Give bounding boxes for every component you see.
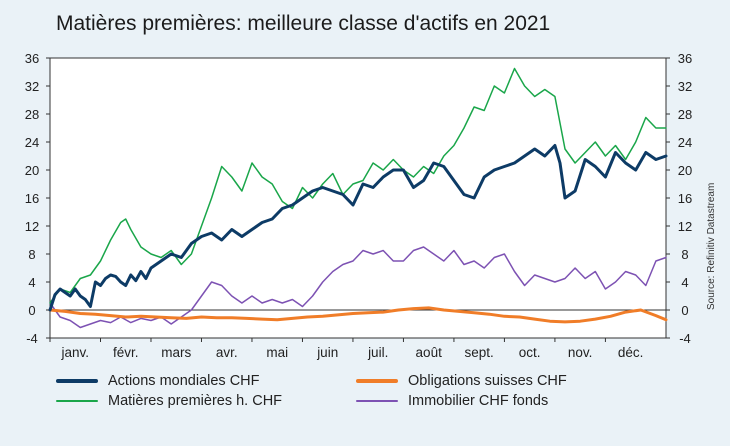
x-tick-label-8: sept. [465,345,494,360]
legend-swatch-obligations [356,379,398,383]
series-layer [48,67,668,329]
chart-title: Matières premières: meilleure classe d'a… [56,12,551,35]
legend-label-actions: Actions mondiales CHF [108,373,260,389]
x-tick-label-11: déc. [618,345,644,360]
y-tick-label-left-6: 20 [25,163,39,178]
y-tick-label-right-0: -4 [679,331,691,346]
legend-item-matieres: Matières premières h. CHF [56,393,282,409]
legend-label-obligations: Obligations suisses CHF [408,373,567,389]
y-tick-label-left-3: 8 [28,247,35,262]
series-line-3 [49,246,667,329]
x-tick-label-0: janv. [60,345,89,360]
x-tick-label-3: avr. [216,345,238,360]
legend-label-matieres: Matières premières h. CHF [108,393,283,409]
legend-item-obligations: Obligations suisses CHF [356,373,567,389]
y-tick-label-left-8: 28 [25,107,39,122]
x-tick-label-4: mai [266,345,288,360]
y-tick-label-left-4: 12 [25,219,39,234]
y-tick-label-right-10: 36 [678,51,692,66]
y-tick-label-left-0: -4 [26,331,38,346]
y-tick-label-left-10: 36 [25,51,39,66]
y-tick-label-right-3: 8 [681,247,688,262]
source-note: Source: Refinitiv Datastream [706,182,717,310]
y-tick-label-left-9: 32 [25,79,39,94]
plot-area [49,57,667,339]
y-tick-label-right-5: 16 [678,191,692,206]
y-tick-label-right-6: 20 [678,163,692,178]
y-tick-label-right-8: 28 [678,107,692,122]
y-tick-label-right-2: 4 [681,275,688,290]
legend-item-actions: Actions mondiales CHF [56,373,260,389]
x-tick-label-6: juil. [367,345,388,360]
y-tick-label-left-2: 4 [28,275,35,290]
x-tick-label-9: oct. [519,345,541,360]
x-tick-label-5: juin [316,345,338,360]
series-line-1 [49,67,667,304]
x-tick-label-7: août [416,345,443,360]
y-tick-label-right-1: 0 [681,303,688,318]
x-tick-label-10: nov. [568,345,593,360]
y-tick-label-right-7: 24 [678,135,692,150]
legend-item-immobilier: Immobilier CHF fonds [356,393,548,409]
y-tick-label-left-7: 24 [25,135,39,150]
y-tick-label-left-5: 16 [25,191,39,206]
y-tick-label-right-9: 32 [678,79,692,94]
legend-swatch-matieres [56,400,98,402]
series-line-2 [48,306,668,324]
axes-layer: -4 -4 0 0 4 4 8 8 12 12 16 16 20 20 24 24 28 28 32 32 36 36 ja… [25,51,692,360]
legend-swatch-immobilier [356,400,398,402]
x-tick-label-1: févr. [113,345,139,360]
y-tick-label-right-4: 12 [678,219,692,234]
series-line-0 [48,144,668,312]
legend-swatch-actions [56,379,98,383]
legend-label-immobilier: Immobilier CHF fonds [408,393,549,409]
y-tick-label-left-1: 0 [28,303,35,318]
x-tick-label-2: mars [161,345,191,360]
